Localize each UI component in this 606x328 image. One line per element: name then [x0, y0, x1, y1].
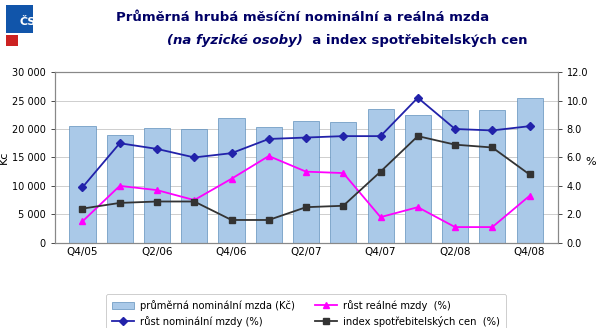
- Bar: [405, 115, 431, 243]
- Bar: [181, 129, 207, 243]
- Text: Průměrná hrubá měsíční nominální a reálná mzda: Průměrná hrubá měsíční nominální a reáln…: [116, 11, 490, 25]
- Bar: [516, 98, 542, 243]
- FancyBboxPatch shape: [6, 35, 18, 46]
- Bar: [442, 110, 468, 243]
- Y-axis label: Kč: Kč: [0, 151, 8, 164]
- FancyBboxPatch shape: [6, 6, 33, 33]
- Bar: [70, 126, 96, 243]
- Bar: [479, 110, 505, 243]
- Text: ČSÚ: ČSÚ: [19, 17, 45, 28]
- Bar: [144, 129, 170, 243]
- Y-axis label: %: %: [585, 157, 596, 167]
- Legend: průměrná nominální mzda (Kč), růst nominální mzdy (%), růst reálné mzdy  (%), in: průměrná nominální mzda (Kč), růst nomin…: [106, 294, 506, 328]
- Bar: [107, 135, 133, 243]
- Bar: [330, 122, 356, 243]
- Text: a index spotřebitelských cen: a index spotřebitelských cen: [303, 34, 527, 48]
- Bar: [293, 121, 319, 243]
- Bar: [367, 109, 393, 243]
- Bar: [256, 127, 282, 243]
- Bar: [219, 118, 245, 243]
- Text: (na fyzické osoby): (na fyzické osoby): [167, 34, 303, 48]
